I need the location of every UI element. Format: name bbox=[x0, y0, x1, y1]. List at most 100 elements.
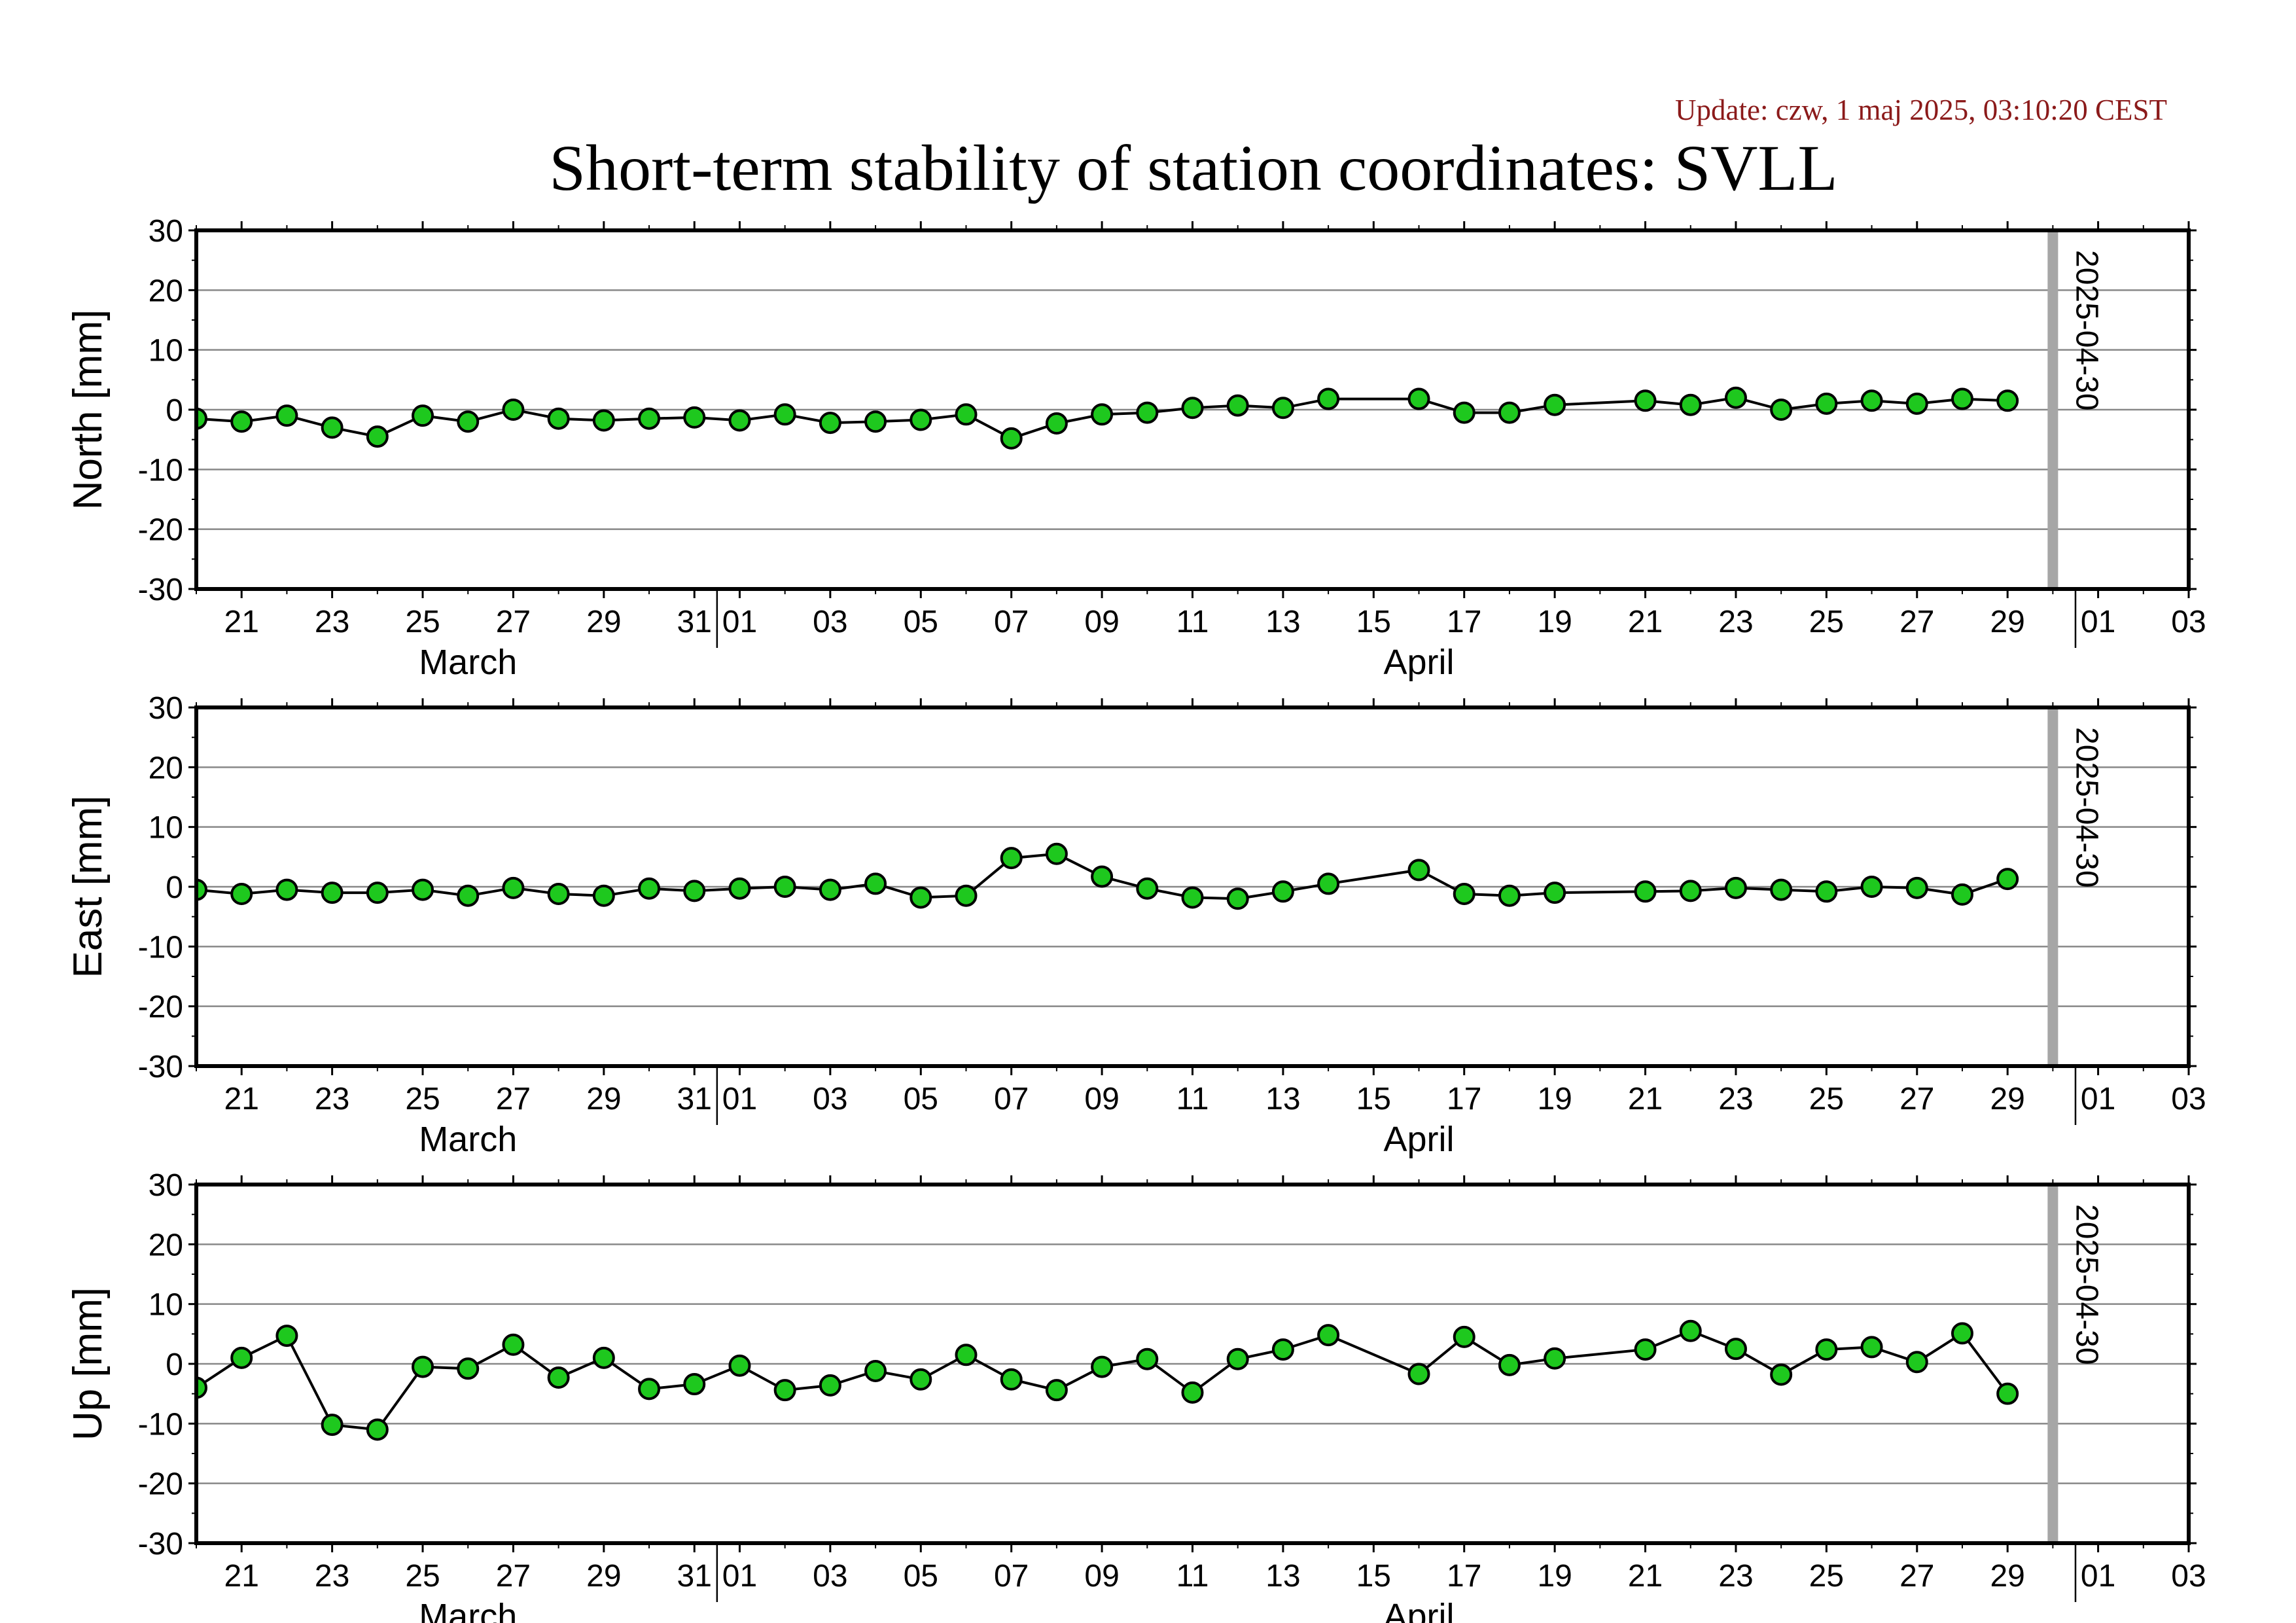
data-point bbox=[1815, 880, 1838, 903]
y-tick-label: -30 bbox=[138, 573, 183, 607]
data-point bbox=[321, 1414, 344, 1436]
x-tick-label: 21 bbox=[1628, 605, 1663, 639]
x-tick-label: 17 bbox=[1447, 1559, 1481, 1594]
data-point bbox=[196, 878, 207, 901]
data-point bbox=[547, 1366, 570, 1389]
data-point bbox=[1544, 1347, 1566, 1370]
data-point bbox=[1996, 868, 2019, 891]
x-tick-label: 01 bbox=[2081, 605, 2115, 639]
data-point bbox=[1951, 1322, 1973, 1345]
data-point bbox=[1996, 1382, 2019, 1405]
data-point bbox=[773, 876, 796, 898]
data-point bbox=[1271, 397, 1294, 419]
x-tick-label: 01 bbox=[722, 605, 757, 639]
data-point bbox=[1498, 884, 1521, 907]
month-label: April bbox=[1384, 1120, 1455, 1159]
x-tick-label: 23 bbox=[1718, 605, 1753, 639]
data-point bbox=[1181, 1381, 1204, 1404]
y-axis-label: North [mm] bbox=[65, 310, 111, 510]
data-point bbox=[1498, 401, 1521, 424]
x-tick-label: 29 bbox=[586, 605, 621, 639]
data-point bbox=[196, 1376, 207, 1399]
x-tick-label: 11 bbox=[1176, 605, 1209, 639]
data-point bbox=[1091, 865, 1114, 888]
x-tick-label: 21 bbox=[1628, 1082, 1663, 1116]
y-tick-label: 30 bbox=[149, 1168, 183, 1203]
data-point bbox=[1226, 394, 1249, 417]
x-tick-label: 13 bbox=[1265, 605, 1300, 639]
plot-frame bbox=[194, 228, 2191, 591]
data-point bbox=[773, 403, 796, 426]
data-point bbox=[1905, 876, 1928, 899]
data-point bbox=[638, 877, 661, 900]
data-point bbox=[321, 416, 344, 439]
data-point bbox=[1634, 389, 1657, 412]
x-tick-label: 03 bbox=[813, 1559, 847, 1594]
data-point bbox=[728, 409, 751, 432]
data-point bbox=[864, 872, 887, 895]
x-tick-label: 31 bbox=[677, 1082, 712, 1116]
y-tick-label: 0 bbox=[166, 1347, 183, 1382]
x-tick-label: 27 bbox=[496, 1082, 531, 1116]
x-tick-label: 29 bbox=[1990, 1559, 2024, 1594]
x-tick-label: 07 bbox=[994, 605, 1029, 639]
data-point bbox=[1679, 880, 1702, 902]
data-point bbox=[412, 1355, 434, 1378]
y-tick-label: 20 bbox=[149, 1228, 183, 1262]
x-tick-label: 03 bbox=[813, 1082, 847, 1116]
data-point bbox=[773, 1379, 796, 1402]
data-point bbox=[864, 410, 887, 433]
data-point bbox=[1996, 389, 2019, 412]
data-point bbox=[955, 403, 978, 426]
plot-frame bbox=[194, 705, 2191, 1068]
data-point bbox=[1951, 387, 1973, 410]
data-point bbox=[728, 877, 751, 900]
data-point bbox=[366, 882, 389, 904]
y-tick-label: 10 bbox=[149, 334, 183, 368]
x-tick-label: 11 bbox=[1176, 1559, 1209, 1594]
x-tick-label: 13 bbox=[1265, 1082, 1300, 1116]
y-tick-label: -10 bbox=[138, 453, 183, 488]
data-point bbox=[638, 407, 661, 430]
y-tick-label: -10 bbox=[138, 1407, 183, 1442]
data-point bbox=[230, 410, 253, 433]
y-tick-label: -20 bbox=[138, 1467, 183, 1502]
data-point bbox=[412, 878, 434, 901]
data-point bbox=[275, 404, 298, 427]
data-point bbox=[196, 407, 207, 430]
data-point bbox=[1271, 1338, 1294, 1361]
x-tick-label: 09 bbox=[1084, 605, 1119, 639]
y-tick-label: 0 bbox=[166, 870, 183, 905]
data-point bbox=[819, 878, 841, 901]
markers bbox=[196, 842, 2019, 910]
x-tick-label: 15 bbox=[1356, 1559, 1391, 1594]
x-tick-label: 11 bbox=[1176, 1082, 1209, 1116]
data-point bbox=[1000, 847, 1023, 870]
data-point bbox=[1860, 876, 1883, 898]
y-axis-label: Up [mm] bbox=[65, 1287, 111, 1440]
x-tick-label: 03 bbox=[2171, 1559, 2206, 1594]
data-point bbox=[366, 1418, 389, 1441]
markers bbox=[196, 1319, 2019, 1441]
x-tick-label: 29 bbox=[586, 1082, 621, 1116]
data-point bbox=[1226, 887, 1249, 910]
date-marker-label: 2025-04-30 bbox=[2069, 250, 2104, 411]
y-tick-label: 0 bbox=[166, 393, 183, 428]
y-tick-label: 10 bbox=[149, 811, 183, 846]
plot-frame bbox=[194, 1183, 2191, 1545]
data-point bbox=[1271, 880, 1294, 903]
data-point bbox=[1226, 1347, 1249, 1370]
data-point bbox=[1407, 387, 1430, 410]
x-tick-label: 15 bbox=[1356, 1082, 1391, 1116]
x-tick-label: 25 bbox=[1809, 605, 1844, 639]
x-tick-label: 21 bbox=[224, 1559, 259, 1594]
data-point bbox=[1724, 876, 1747, 899]
data-point bbox=[592, 1346, 615, 1369]
x-tick-label: 23 bbox=[1718, 1559, 1753, 1594]
data-point bbox=[910, 886, 932, 909]
x-tick-label: 19 bbox=[1537, 1082, 1572, 1116]
x-tick-label: 07 bbox=[994, 1559, 1029, 1594]
data-point bbox=[1317, 872, 1340, 895]
